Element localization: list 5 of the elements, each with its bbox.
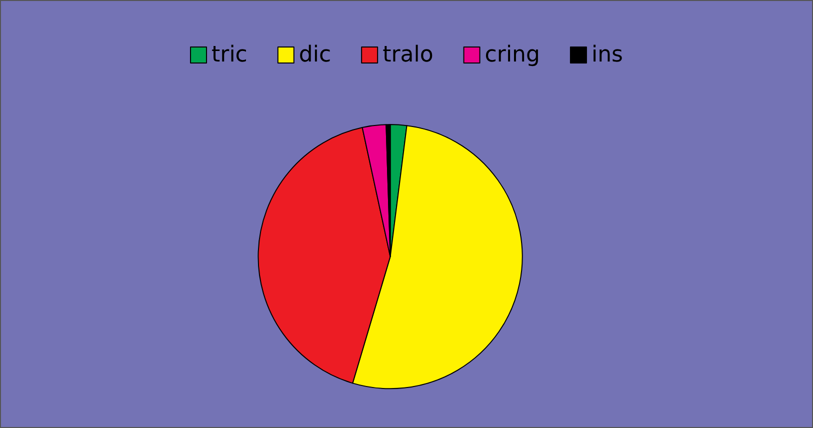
legend-label: tralo (382, 42, 434, 68)
legend-label: dic (298, 42, 332, 68)
legend-label: tric (212, 42, 248, 68)
legend-label: cring (484, 42, 540, 68)
legend-label: ins (591, 42, 623, 68)
